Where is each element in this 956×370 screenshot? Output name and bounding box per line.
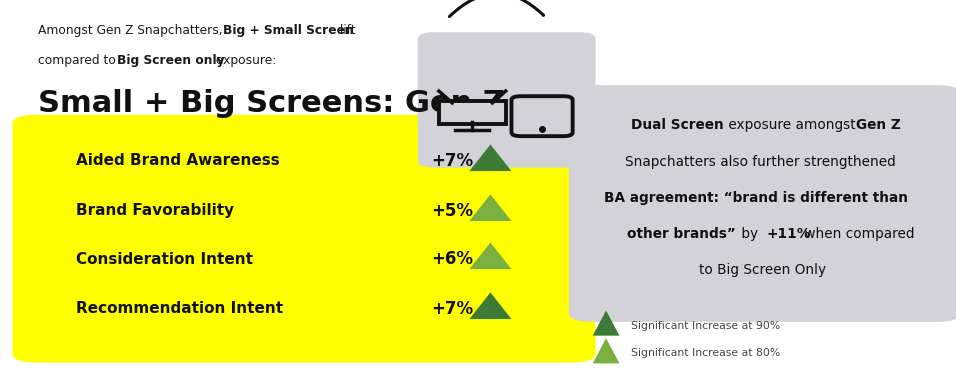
Text: compared to: compared to — [38, 54, 120, 67]
Text: Snapchatters also further strengthened: Snapchatters also further strengthened — [625, 155, 896, 169]
FancyArrowPatch shape — [449, 0, 543, 17]
Text: lift: lift — [336, 24, 356, 37]
Text: other brands”: other brands” — [627, 227, 736, 241]
Text: Significant Increase at 80%: Significant Increase at 80% — [631, 348, 780, 359]
Text: +7%: +7% — [431, 300, 473, 318]
Text: Amongst Gen Z Snapchatters,: Amongst Gen Z Snapchatters, — [38, 24, 230, 37]
Polygon shape — [469, 242, 511, 269]
Text: when compared: when compared — [800, 227, 914, 241]
FancyBboxPatch shape — [439, 101, 506, 124]
Text: Big + Small Screen: Big + Small Screen — [223, 24, 354, 37]
Text: to Big Screen Only: to Big Screen Only — [699, 263, 826, 278]
FancyBboxPatch shape — [12, 115, 596, 363]
Text: BA agreement: “brand is different than: BA agreement: “brand is different than — [604, 191, 908, 205]
Text: Brand Favorability: Brand Favorability — [76, 204, 234, 218]
Text: +7%: +7% — [431, 152, 473, 170]
Text: exposure:: exposure: — [212, 54, 276, 67]
Text: by: by — [737, 227, 762, 241]
Text: Small + Big Screens: Gen Z: Small + Big Screens: Gen Z — [38, 89, 505, 118]
FancyBboxPatch shape — [511, 96, 573, 136]
Text: Gen Z: Gen Z — [857, 118, 901, 132]
FancyBboxPatch shape — [418, 32, 596, 168]
Text: Significant Increase at 90%: Significant Increase at 90% — [631, 320, 780, 331]
Text: +5%: +5% — [431, 202, 473, 220]
FancyBboxPatch shape — [569, 85, 956, 322]
Text: Big Screen only: Big Screen only — [117, 54, 225, 67]
Text: +11%: +11% — [766, 227, 811, 241]
Polygon shape — [469, 194, 511, 221]
Text: Consideration Intent: Consideration Intent — [76, 252, 253, 266]
Polygon shape — [469, 144, 511, 171]
Text: exposure amongst: exposure amongst — [724, 118, 860, 132]
Text: +6%: +6% — [431, 250, 473, 268]
Polygon shape — [593, 338, 619, 363]
Text: Recommendation Intent: Recommendation Intent — [76, 302, 284, 316]
Text: Dual Screen: Dual Screen — [631, 118, 724, 132]
Polygon shape — [469, 292, 511, 319]
Polygon shape — [593, 310, 619, 336]
Text: Aided Brand Awareness: Aided Brand Awareness — [76, 154, 280, 168]
